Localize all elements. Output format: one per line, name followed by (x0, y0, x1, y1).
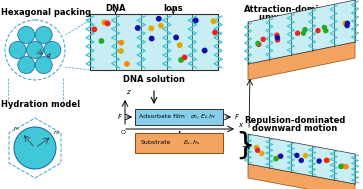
Circle shape (26, 42, 44, 59)
Circle shape (277, 155, 281, 159)
Circle shape (157, 16, 161, 21)
Circle shape (149, 26, 154, 30)
Polygon shape (248, 42, 355, 80)
Bar (135, 133, 223, 153)
Text: DNA: DNA (105, 4, 126, 13)
Circle shape (174, 35, 178, 40)
Circle shape (193, 18, 198, 23)
Circle shape (341, 164, 345, 168)
Circle shape (102, 20, 107, 25)
Circle shape (119, 49, 123, 53)
Circle shape (182, 55, 187, 60)
Circle shape (92, 27, 97, 32)
Text: Attraction-dominated: Attraction-dominated (244, 5, 347, 14)
Text: z: z (126, 89, 130, 95)
Circle shape (339, 164, 343, 168)
Circle shape (159, 23, 163, 28)
Circle shape (35, 26, 52, 43)
Circle shape (99, 39, 103, 43)
Text: F: F (235, 114, 239, 120)
Circle shape (9, 42, 26, 59)
Circle shape (344, 165, 348, 169)
Bar (135, 109, 223, 125)
Circle shape (254, 145, 258, 149)
Circle shape (150, 36, 154, 41)
Polygon shape (248, 134, 355, 184)
Text: downward motion: downward motion (252, 124, 338, 133)
Circle shape (322, 26, 326, 29)
Text: $E_s, h_s$: $E_s, h_s$ (183, 139, 201, 147)
Circle shape (14, 127, 56, 169)
Circle shape (279, 154, 283, 158)
Text: Ions: Ions (163, 4, 183, 13)
Text: $r_n$: $r_n$ (13, 124, 20, 133)
Circle shape (213, 30, 217, 35)
Circle shape (301, 31, 305, 35)
Circle shape (44, 42, 61, 59)
Text: F: F (118, 114, 122, 120)
Circle shape (295, 153, 299, 157)
Text: Hexagonal packing: Hexagonal packing (1, 8, 91, 17)
Circle shape (345, 24, 349, 28)
Circle shape (256, 41, 260, 45)
Text: $\sigma_0, E_f, h_f$: $\sigma_0, E_f, h_f$ (189, 113, 217, 121)
Circle shape (257, 42, 261, 46)
Text: O: O (121, 130, 126, 135)
Circle shape (317, 159, 321, 163)
Polygon shape (248, 0, 355, 64)
Circle shape (260, 151, 264, 156)
Text: x: x (238, 122, 242, 128)
Circle shape (325, 158, 329, 162)
Circle shape (256, 148, 260, 152)
Text: d: d (46, 53, 50, 58)
Circle shape (211, 19, 216, 23)
Text: upward motion: upward motion (259, 13, 331, 22)
Circle shape (178, 43, 182, 47)
Circle shape (274, 157, 278, 161)
Circle shape (35, 57, 52, 74)
Circle shape (295, 31, 299, 35)
Text: Adsorbate film: Adsorbate film (139, 115, 185, 119)
Circle shape (299, 158, 303, 162)
Circle shape (326, 158, 330, 162)
Circle shape (346, 21, 350, 25)
Circle shape (203, 48, 207, 53)
Circle shape (316, 29, 320, 33)
Text: }: } (235, 131, 255, 160)
Text: Substrate: Substrate (141, 140, 171, 146)
Circle shape (276, 36, 280, 40)
Text: $r_d$: $r_d$ (53, 128, 60, 137)
Circle shape (135, 26, 140, 30)
Circle shape (261, 37, 265, 41)
Polygon shape (248, 164, 355, 189)
Circle shape (276, 38, 280, 42)
Text: DNA solution: DNA solution (123, 75, 185, 84)
Circle shape (343, 21, 347, 26)
Circle shape (125, 62, 129, 66)
Text: Hydration model: Hydration model (1, 100, 80, 109)
Circle shape (105, 21, 110, 26)
Circle shape (303, 28, 307, 32)
Circle shape (324, 29, 328, 33)
Circle shape (179, 58, 183, 62)
Circle shape (119, 40, 123, 45)
Text: Repulsion-dominated: Repulsion-dominated (244, 116, 346, 125)
Circle shape (18, 26, 35, 43)
Circle shape (303, 153, 307, 158)
Circle shape (18, 57, 35, 74)
Text: +: + (174, 130, 184, 140)
Bar (90, 14, 218, 70)
Circle shape (275, 33, 279, 37)
